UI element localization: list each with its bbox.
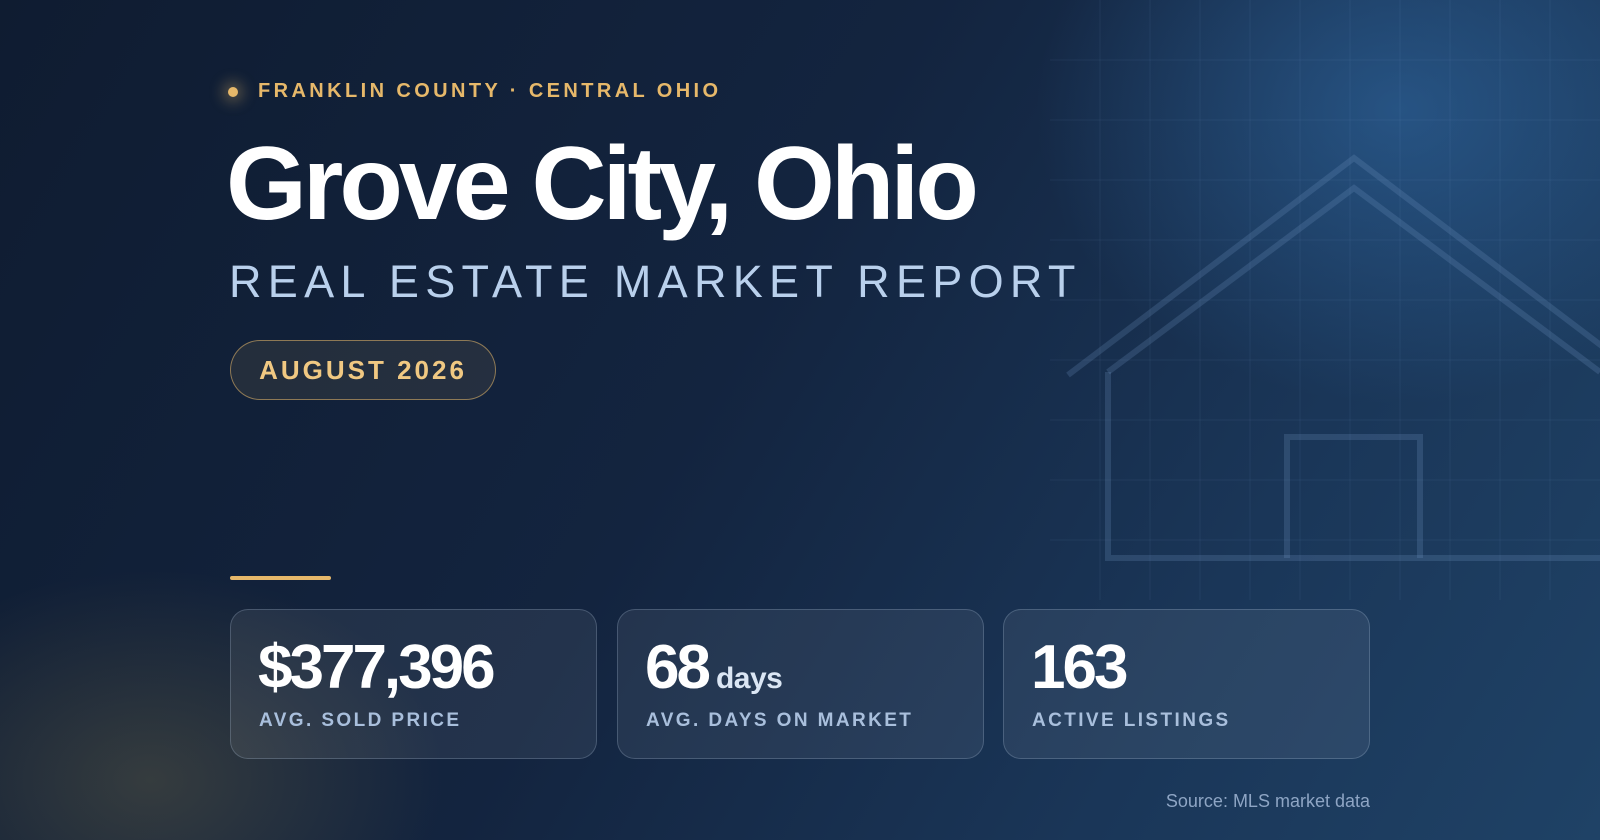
stat-number: $377,396 (258, 633, 496, 702)
stat-card: 163 ACTIVE LISTINGS (1003, 609, 1370, 759)
stat-label: AVG. DAYS ON MARKET (646, 710, 914, 731)
stat-value: $377,396 (258, 632, 496, 703)
stat-label: ACTIVE LISTINGS (1032, 710, 1231, 731)
source-note: Source: MLS market data (1165, 791, 1370, 811)
stat-card: 68 days AVG. DAYS ON MARKET (617, 609, 984, 759)
stat-number: 68 (645, 633, 711, 702)
stat-number: 163 (1031, 633, 1128, 702)
title: Grove City, Ohio (226, 126, 979, 242)
eyebrow-dot (228, 87, 238, 97)
stat-value: 163 (1031, 632, 1128, 703)
stat-value: 68 days (645, 632, 783, 703)
stat-unit: days (715, 662, 783, 695)
subtitle: REAL ESTATE MARKET REPORT (229, 256, 1082, 307)
stat-card: $377,396 AVG. SOLD PRICE (230, 609, 597, 759)
accent-rule (230, 576, 331, 580)
date-badge: AUGUST 2026 (230, 340, 496, 400)
eyebrow: FRANKLIN COUNTY · CENTRAL OHIO (258, 80, 722, 102)
stat-label: AVG. SOLD PRICE (259, 710, 462, 731)
